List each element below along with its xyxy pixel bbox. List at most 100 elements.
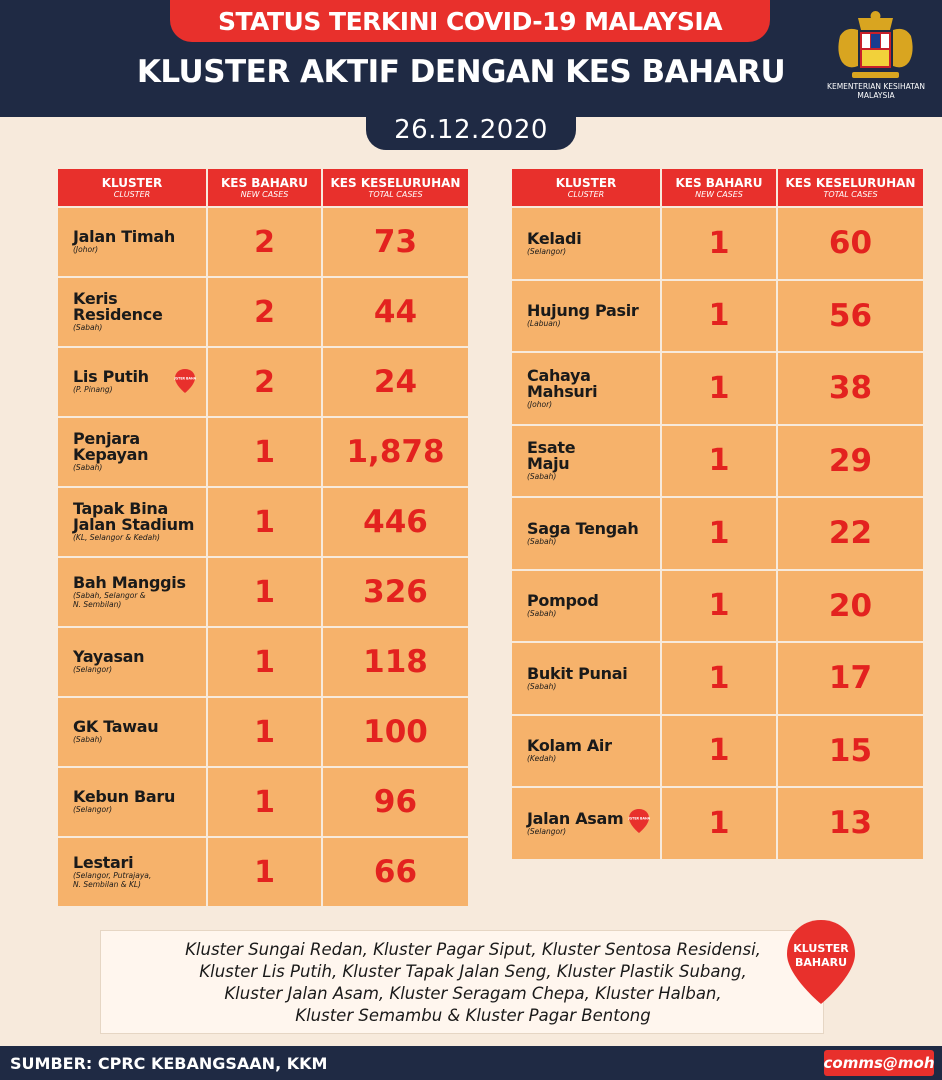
date-label: 26.12.2020 [366, 110, 576, 150]
header-new-cases: KES BAHARU NEW CASES [662, 169, 778, 206]
header-new-label: KES BAHARU [220, 175, 309, 190]
kluster-baharu-pin-icon: KLUSTER BAHARU [174, 369, 196, 393]
cluster-name-cell: Kolam Air (Kedah) [512, 715, 662, 786]
cluster-state: (Sabah) [527, 681, 557, 691]
header-cluster-sublabel: CLUSTER [113, 189, 151, 199]
malaysia-coat-of-arms-icon [838, 11, 913, 78]
cluster-state: (Sabah, Selangor & N. Sembilan) [73, 591, 146, 609]
cluster-name-cell: Bah Manggis (Sabah, Selangor & N. Sembila… [58, 558, 208, 626]
header-cluster-sublabel: CLUSTER [567, 189, 605, 199]
header-new-sublabel: NEW CASES [240, 189, 289, 199]
cluster-state: (Johor) [73, 245, 99, 255]
cluster-state: (Selangor) [73, 665, 113, 675]
total-cases-cell: 29 [778, 425, 923, 496]
total-cases-cell: 13 [778, 788, 923, 859]
cluster-name-cell: GK Tawau (Sabah) [58, 698, 208, 766]
table-body: Keladi (Selangor) 1 60 Hujung Pasir (Labuan) 1… [512, 208, 923, 859]
ministry-name: KEMENTERIAN KESIHATAN MALAYSIA [827, 82, 925, 100]
cluster-name-cell: Penjara Kepayan (Sabah) [58, 418, 208, 486]
new-clusters-line: Kluster Sungai Redan, Kluster Pagar Sipu… [185, 940, 761, 959]
cluster-state: (KL, Selangor & Kedah) [73, 533, 160, 543]
cluster-name-cell: Jalan Asam(Selangor) KLUSTER BAHARU [512, 788, 662, 859]
table-header: KLUSTER CLUSTER KES BAHARU NEW CASES KES… [58, 169, 468, 206]
total-cases-cell: 66 [323, 838, 468, 906]
table-body: Jalan Timah (Johor) 2 73 Keris Residence (Sab… [58, 208, 468, 906]
header-cluster: KLUSTER CLUSTER [512, 169, 662, 206]
table-row: Bah Manggis (Sabah, Selangor & N. Sembila… [58, 558, 468, 626]
cluster-state: (Kedah) [527, 754, 557, 763]
cluster-name-cell: Bukit Punai (Sabah) [512, 643, 662, 714]
cluster-state: (Sabah) [73, 463, 103, 473]
cluster-name: Kolam Air [527, 736, 612, 755]
table-row: Kolam Air (Kedah) 1 15 [512, 715, 923, 786]
cluster-name: Yayasan [73, 647, 145, 667]
total-cases-cell: 38 [778, 353, 923, 424]
total-cases-cell: 20 [778, 570, 923, 641]
cluster-name-cell: Keris Residence (Sabah) [58, 278, 208, 346]
cluster-state: (Sabah) [73, 323, 103, 333]
total-cases-cell: 17 [778, 643, 923, 714]
cluster-name-cell: Keladi (Selangor) [512, 208, 662, 279]
header-total-cases: KES KESELURUHAN TOTAL CASES [778, 169, 923, 206]
cluster-name-cell: Esate Maju (Sabah) [512, 425, 662, 496]
kluster-baharu-pin-icon: KLUSTER BAHARU [787, 920, 855, 1004]
total-cases-cell: 100 [323, 698, 468, 766]
total-cases-cell: 73 [323, 208, 468, 276]
table-row: Jalan Timah (Johor) 2 73 [58, 208, 468, 276]
table-row: Bukit Punai (Sabah) 1 17 [512, 643, 923, 714]
total-cases-cell: 1,878 [323, 418, 468, 486]
status-banner: STATUS TERKINI COVID-19 MALAYSIA [170, 0, 770, 42]
header-cluster-label: KLUSTER [101, 175, 163, 190]
table-row: Lis Putih(P. Pinang) KLUSTER BAHARU 224 [58, 348, 468, 416]
cluster-name: Kebun Baru [73, 787, 176, 807]
new-cases-cell: 1 [662, 715, 778, 786]
header-new-label: KES BAHARU [675, 175, 763, 190]
cluster-table-right: KLUSTER CLUSTER KES BAHARU NEW CASES KES… [512, 169, 923, 861]
total-cases-cell: 56 [778, 280, 923, 351]
new-cases-cell: 1 [662, 353, 778, 424]
cluster-state: (Sabah) [73, 735, 103, 745]
total-cases-cell: 60 [778, 208, 923, 279]
new-cases-cell: 1 [662, 280, 778, 351]
header-new-sublabel: NEW CASES [695, 189, 743, 199]
new-cases-cell: 1 [208, 558, 323, 626]
cluster-state: (P. Pinang) [73, 385, 113, 395]
page-title: KLUSTER AKTIF DENGAN KES BAHARU [0, 54, 942, 90]
big-pin-line2: BAHARU [795, 956, 847, 969]
new-cases-cell: 1 [208, 628, 323, 696]
cluster-name-cell: Cahaya Mahsuri (Johor) [512, 353, 662, 424]
new-clusters-line: Kluster Jalan Asam, Kluster Seragam Chep… [224, 984, 722, 1003]
table-row: Kebun Baru (Selangor) 1 96 [58, 768, 468, 836]
table-row: Penjara Kepayan (Sabah) 1 1,878 [58, 418, 468, 486]
cluster-name-cell: Lestari (Selangor, Putrajaya, N. Sembilan… [58, 838, 208, 906]
header-total-label: KES KESELURUHAN [330, 175, 461, 190]
new-cases-cell: 2 [208, 278, 323, 346]
cluster-name-cell: Kebun Baru (Selangor) [58, 768, 208, 836]
source-text: SUMBER: CPRC KEBANGSAAN, KKM [10, 1054, 328, 1073]
cluster-name: GK Tawau [73, 717, 159, 737]
cluster-name-cell: Tapak Bina Jalan Stadium (KL, Selangor & … [58, 488, 208, 556]
cluster-state: (Sabah) [527, 536, 557, 546]
new-cases-cell: 1 [208, 838, 323, 906]
header-cluster: KLUSTER CLUSTER [58, 169, 208, 206]
new-cases-cell: 1 [208, 418, 323, 486]
cluster-name: Bah Manggis [73, 573, 186, 592]
new-cases-cell: 1 [662, 425, 778, 496]
cluster-name: Saga Tengah [527, 518, 639, 538]
new-cases-cell: 1 [662, 788, 778, 859]
cluster-state: (Johor) [527, 399, 553, 409]
table-header: KLUSTER CLUSTER KES BAHARU NEW CASES KES… [512, 169, 923, 206]
new-cases-cell: 1 [662, 208, 778, 279]
cluster-state: (Selangor, Putrajaya, N. Sembilan & KL) [73, 871, 152, 889]
pin-badge-text: KLUSTER BAHARU [174, 377, 196, 381]
cluster-table-left: KLUSTER CLUSTER KES BAHARU NEW CASES KES… [58, 169, 468, 908]
total-cases-cell: 22 [778, 498, 923, 569]
table-row: Jalan Asam(Selangor) KLUSTER BAHARU 113 [512, 788, 923, 859]
table-row: GK Tawau (Sabah) 1 100 [58, 698, 468, 766]
cluster-name: Lis Putih [73, 367, 149, 387]
total-cases-cell: 446 [323, 488, 468, 556]
header-total-label: KES KESELURUHAN [785, 175, 916, 190]
cluster-name: Tapak Bina Jalan Stadium [73, 499, 195, 535]
cluster-name: Cahaya Mahsuri [527, 365, 598, 401]
total-cases-cell: 24 [323, 348, 468, 416]
